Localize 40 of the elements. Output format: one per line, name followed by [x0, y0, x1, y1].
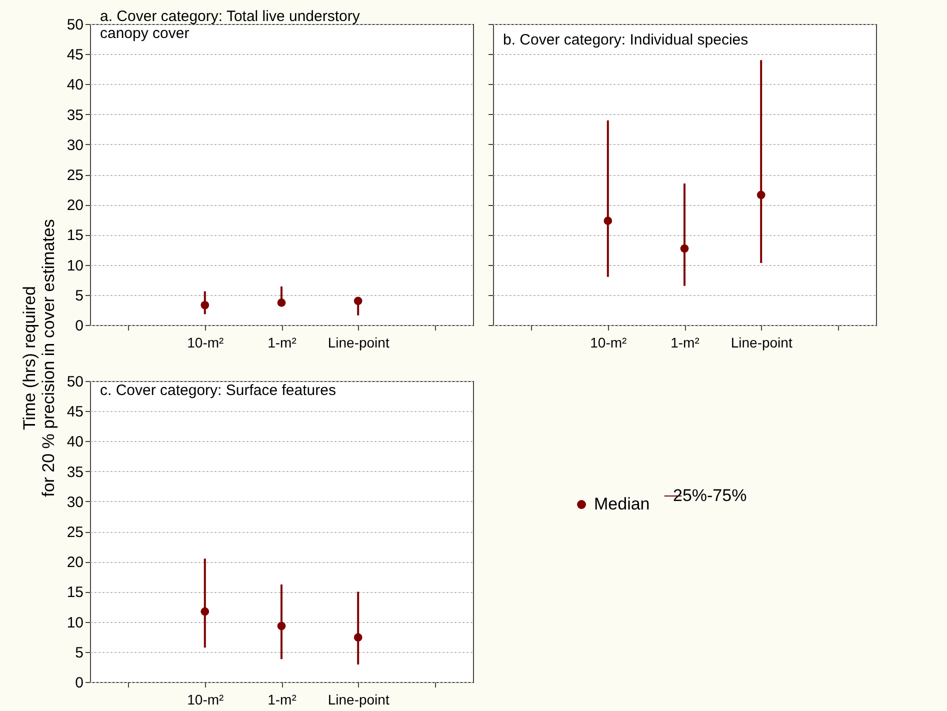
x-tick-label: 1-m² [670, 334, 700, 350]
y-tick-label: 5 [75, 644, 84, 662]
y-tick-label: 40 [66, 434, 84, 451]
y-tick-label: 30 [66, 136, 84, 154]
legend-label: Median [594, 494, 650, 514]
x-tick-label: 10-m² [187, 334, 224, 350]
y-tick-label: 45 [66, 404, 84, 421]
y-tick-label: 45 [66, 46, 84, 64]
point [354, 633, 362, 642]
y-tick-label: 20 [66, 197, 84, 214]
x-tick-label: 10-m² [187, 692, 224, 708]
point [277, 622, 286, 630]
y-tick-label: 25 [66, 524, 84, 541]
chart-title: c. Cover category: Surface features [100, 382, 336, 399]
y-tick-label: 0 [75, 674, 84, 692]
y-tick-label: 20 [66, 554, 84, 572]
chart-title: a. Cover category: Total live understory canopy cover [100, 8, 360, 42]
y-tick-label: 0 [75, 318, 84, 334]
y-tick-label: 50 [66, 16, 84, 34]
y-tick-label: 35 [66, 464, 84, 481]
text: b. Cover category: Individual species [503, 32, 748, 48]
x-tick-label: 1-m² [268, 334, 297, 350]
y-tick-label: 15 [66, 584, 84, 602]
y-tick-label: 35 [66, 106, 84, 124]
point [200, 607, 210, 616]
y-tick-label: 25 [66, 167, 84, 184]
text: 25%-75% [673, 486, 747, 505]
x-tick-label: Line-point [328, 692, 390, 708]
y-tick-label: 15 [66, 227, 84, 244]
x-tick-label: 10-m² [590, 334, 628, 350]
x-tick-label: Line-point [730, 334, 792, 350]
y-tick-label: 5 [75, 287, 84, 304]
x-tick-label: 1-m² [268, 692, 297, 708]
x-tick-label: Line-point [328, 334, 390, 350]
y-tick-label: 10 [66, 257, 84, 274]
y-tick-label: 50 [66, 374, 84, 390]
y-tick-label: 30 [66, 494, 84, 511]
y-tick-label: 10 [66, 614, 84, 632]
y-tick-label: 40 [66, 76, 84, 94]
y-axis-title: Time (hrs) required for 20 % precision in cover estimates [20, 219, 58, 497]
